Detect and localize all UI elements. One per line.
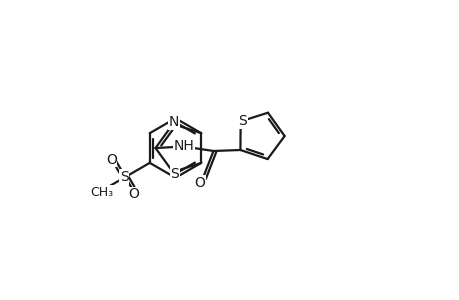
Text: O: O bbox=[106, 153, 117, 167]
Text: S: S bbox=[120, 170, 129, 184]
Text: CH₃: CH₃ bbox=[90, 186, 113, 199]
Text: S: S bbox=[170, 167, 179, 181]
Text: O: O bbox=[128, 187, 139, 201]
Text: NH: NH bbox=[173, 139, 194, 152]
Text: O: O bbox=[194, 176, 205, 190]
Text: N: N bbox=[168, 116, 179, 130]
Text: S: S bbox=[238, 114, 246, 128]
